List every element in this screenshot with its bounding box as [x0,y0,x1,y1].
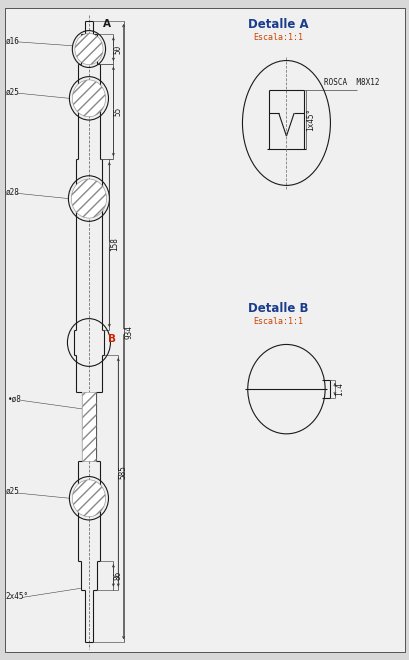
Text: Escala:1:1: Escala:1:1 [253,33,303,42]
Ellipse shape [75,34,103,65]
Text: 158: 158 [110,238,118,251]
Bar [82,393,96,461]
Text: Escala:1:1: Escala:1:1 [253,317,303,326]
Text: A: A [103,19,111,30]
Text: ø16: ø16 [5,37,19,46]
Text: 55: 55 [113,107,122,116]
Text: Detalle A: Detalle A [247,18,308,31]
Ellipse shape [72,80,105,117]
Text: 934: 934 [124,325,133,339]
Text: ø28: ø28 [5,187,19,197]
Text: 86: 86 [113,571,122,580]
Text: ø25: ø25 [5,87,19,96]
Text: 2x45°: 2x45° [5,591,29,601]
Text: ø25: ø25 [5,487,19,496]
Text: 1.4: 1.4 [335,382,344,396]
Text: 585: 585 [118,465,127,479]
Text: 50: 50 [113,44,122,53]
Ellipse shape [72,480,105,517]
Ellipse shape [71,179,106,218]
Text: Detalle B: Detalle B [247,302,308,315]
Bar [82,393,96,461]
Text: B: B [108,334,115,345]
Text: 1x45°: 1x45° [306,108,315,131]
Text: •ø8: •ø8 [7,395,21,403]
Text: ROSCA  M8X12: ROSCA M8X12 [324,78,379,86]
